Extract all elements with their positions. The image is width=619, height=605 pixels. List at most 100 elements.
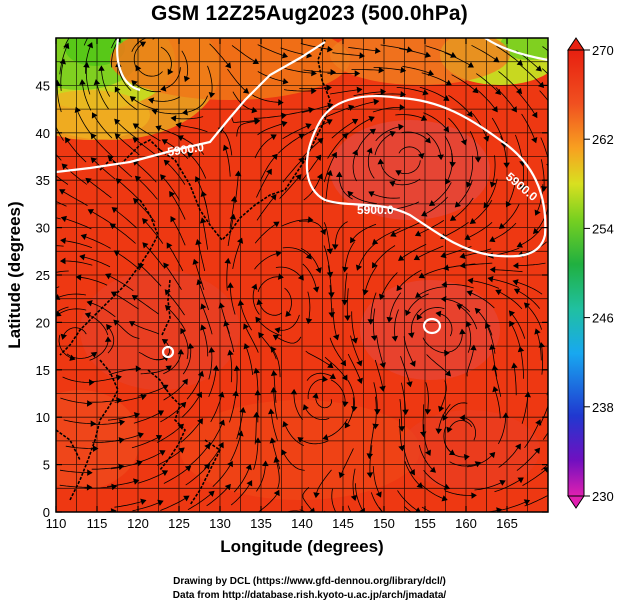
streamline-arrow	[271, 153, 278, 160]
streamline-arrow	[273, 221, 280, 228]
streamline	[347, 100, 379, 111]
y-tick-label: 30	[36, 221, 50, 236]
streamline-arrow	[266, 168, 272, 176]
streamline	[232, 238, 243, 269]
streamline	[152, 109, 184, 115]
streamline-arrow	[509, 320, 515, 328]
streamline-arrow	[85, 177, 92, 184]
streamline-arrow	[443, 126, 450, 133]
x-tick-label: 115	[87, 516, 108, 531]
streamline-arrow	[115, 178, 122, 185]
streamline	[390, 222, 421, 237]
streamline-arrow	[438, 405, 445, 413]
streamline-arrow	[233, 365, 241, 371]
streamline	[236, 407, 244, 440]
streamline	[400, 356, 411, 387]
streamline-arrow	[131, 295, 139, 301]
geopotential-contours	[56, 38, 548, 359]
streamline-arrow	[538, 341, 546, 348]
streamline	[469, 131, 479, 162]
streamline	[488, 277, 520, 288]
streamline-arrow	[487, 275, 494, 283]
streamline	[243, 323, 259, 353]
streamline	[399, 399, 403, 432]
streamline	[142, 218, 164, 244]
streamline	[275, 314, 300, 331]
streamline-arrow	[340, 359, 347, 367]
streamline-arrow	[133, 197, 140, 205]
streamline-arrow	[298, 157, 305, 164]
streamline	[449, 461, 481, 467]
streamline-arrow	[315, 267, 322, 274]
streamline	[140, 365, 172, 375]
streamline-arrow	[437, 154, 444, 161]
streamline	[201, 191, 210, 223]
streamline-arrow	[367, 319, 375, 325]
streamline-arrow	[351, 118, 359, 125]
streamline	[273, 334, 302, 344]
streamline-arrow	[132, 123, 140, 130]
streamline	[283, 421, 304, 446]
streamline	[234, 171, 239, 204]
streamline-arrow	[232, 390, 239, 397]
streamline-arrow	[60, 333, 67, 340]
streamline-arrow	[253, 367, 260, 374]
streamline	[129, 321, 160, 335]
streamline	[491, 155, 496, 188]
streamline-arrow	[389, 130, 396, 138]
streamline	[252, 284, 260, 315]
streamline-arrow	[200, 190, 207, 197]
streamline-arrow	[378, 66, 385, 74]
streamline-arrow	[157, 410, 165, 417]
streamline-arrow	[356, 86, 363, 94]
streamline	[107, 479, 139, 487]
streamline-arrow	[347, 190, 354, 198]
streamline	[229, 391, 237, 423]
streamline-arrow	[270, 387, 278, 393]
streamline-arrow	[196, 279, 203, 286]
streamline-arrow	[135, 365, 142, 373]
streamline	[516, 447, 540, 471]
streamline	[302, 487, 315, 512]
streamline	[322, 418, 348, 439]
streamline-arrow	[251, 283, 258, 290]
streamline	[347, 380, 355, 412]
streamline-arrow	[556, 412, 561, 417]
streamline-arrow	[106, 323, 113, 331]
streamline-arrow	[251, 106, 258, 114]
streamline	[63, 419, 96, 425]
x-tick-label: 145	[332, 516, 354, 531]
streamline-arrow	[227, 349, 234, 356]
streamline-arrow	[269, 437, 276, 444]
streamline-arrow	[331, 151, 337, 159]
streamline-arrow	[90, 157, 97, 164]
streamline	[56, 293, 86, 299]
colorbar: 230 238 246 254 262 270	[567, 37, 614, 509]
streamline	[353, 91, 386, 97]
streamline	[61, 217, 92, 230]
streamline-arrow	[278, 99, 284, 106]
streamline-arrow	[483, 201, 490, 209]
streamline-arrow	[523, 499, 531, 506]
streamline	[325, 170, 332, 203]
streamline-arrow	[253, 411, 260, 418]
streamline-arrow	[505, 201, 512, 208]
streamline	[270, 409, 278, 441]
streamline-arrow	[440, 295, 447, 303]
streamline-arrow	[366, 147, 373, 154]
streamline-arrow	[133, 478, 140, 485]
streamline	[223, 145, 231, 177]
streamline	[201, 303, 213, 335]
streamline	[324, 356, 348, 381]
streamline	[535, 184, 544, 216]
streamline	[229, 196, 235, 229]
streamline	[59, 469, 92, 474]
streamline	[177, 135, 205, 155]
streamline-arrow	[418, 272, 425, 279]
y-tick-label: 40	[36, 126, 50, 141]
streamline-arrow	[338, 471, 345, 479]
streamline-arrow	[442, 414, 449, 421]
streamline-arrow	[270, 346, 277, 353]
streamline	[229, 350, 233, 383]
streamline-arrow	[418, 153, 425, 160]
